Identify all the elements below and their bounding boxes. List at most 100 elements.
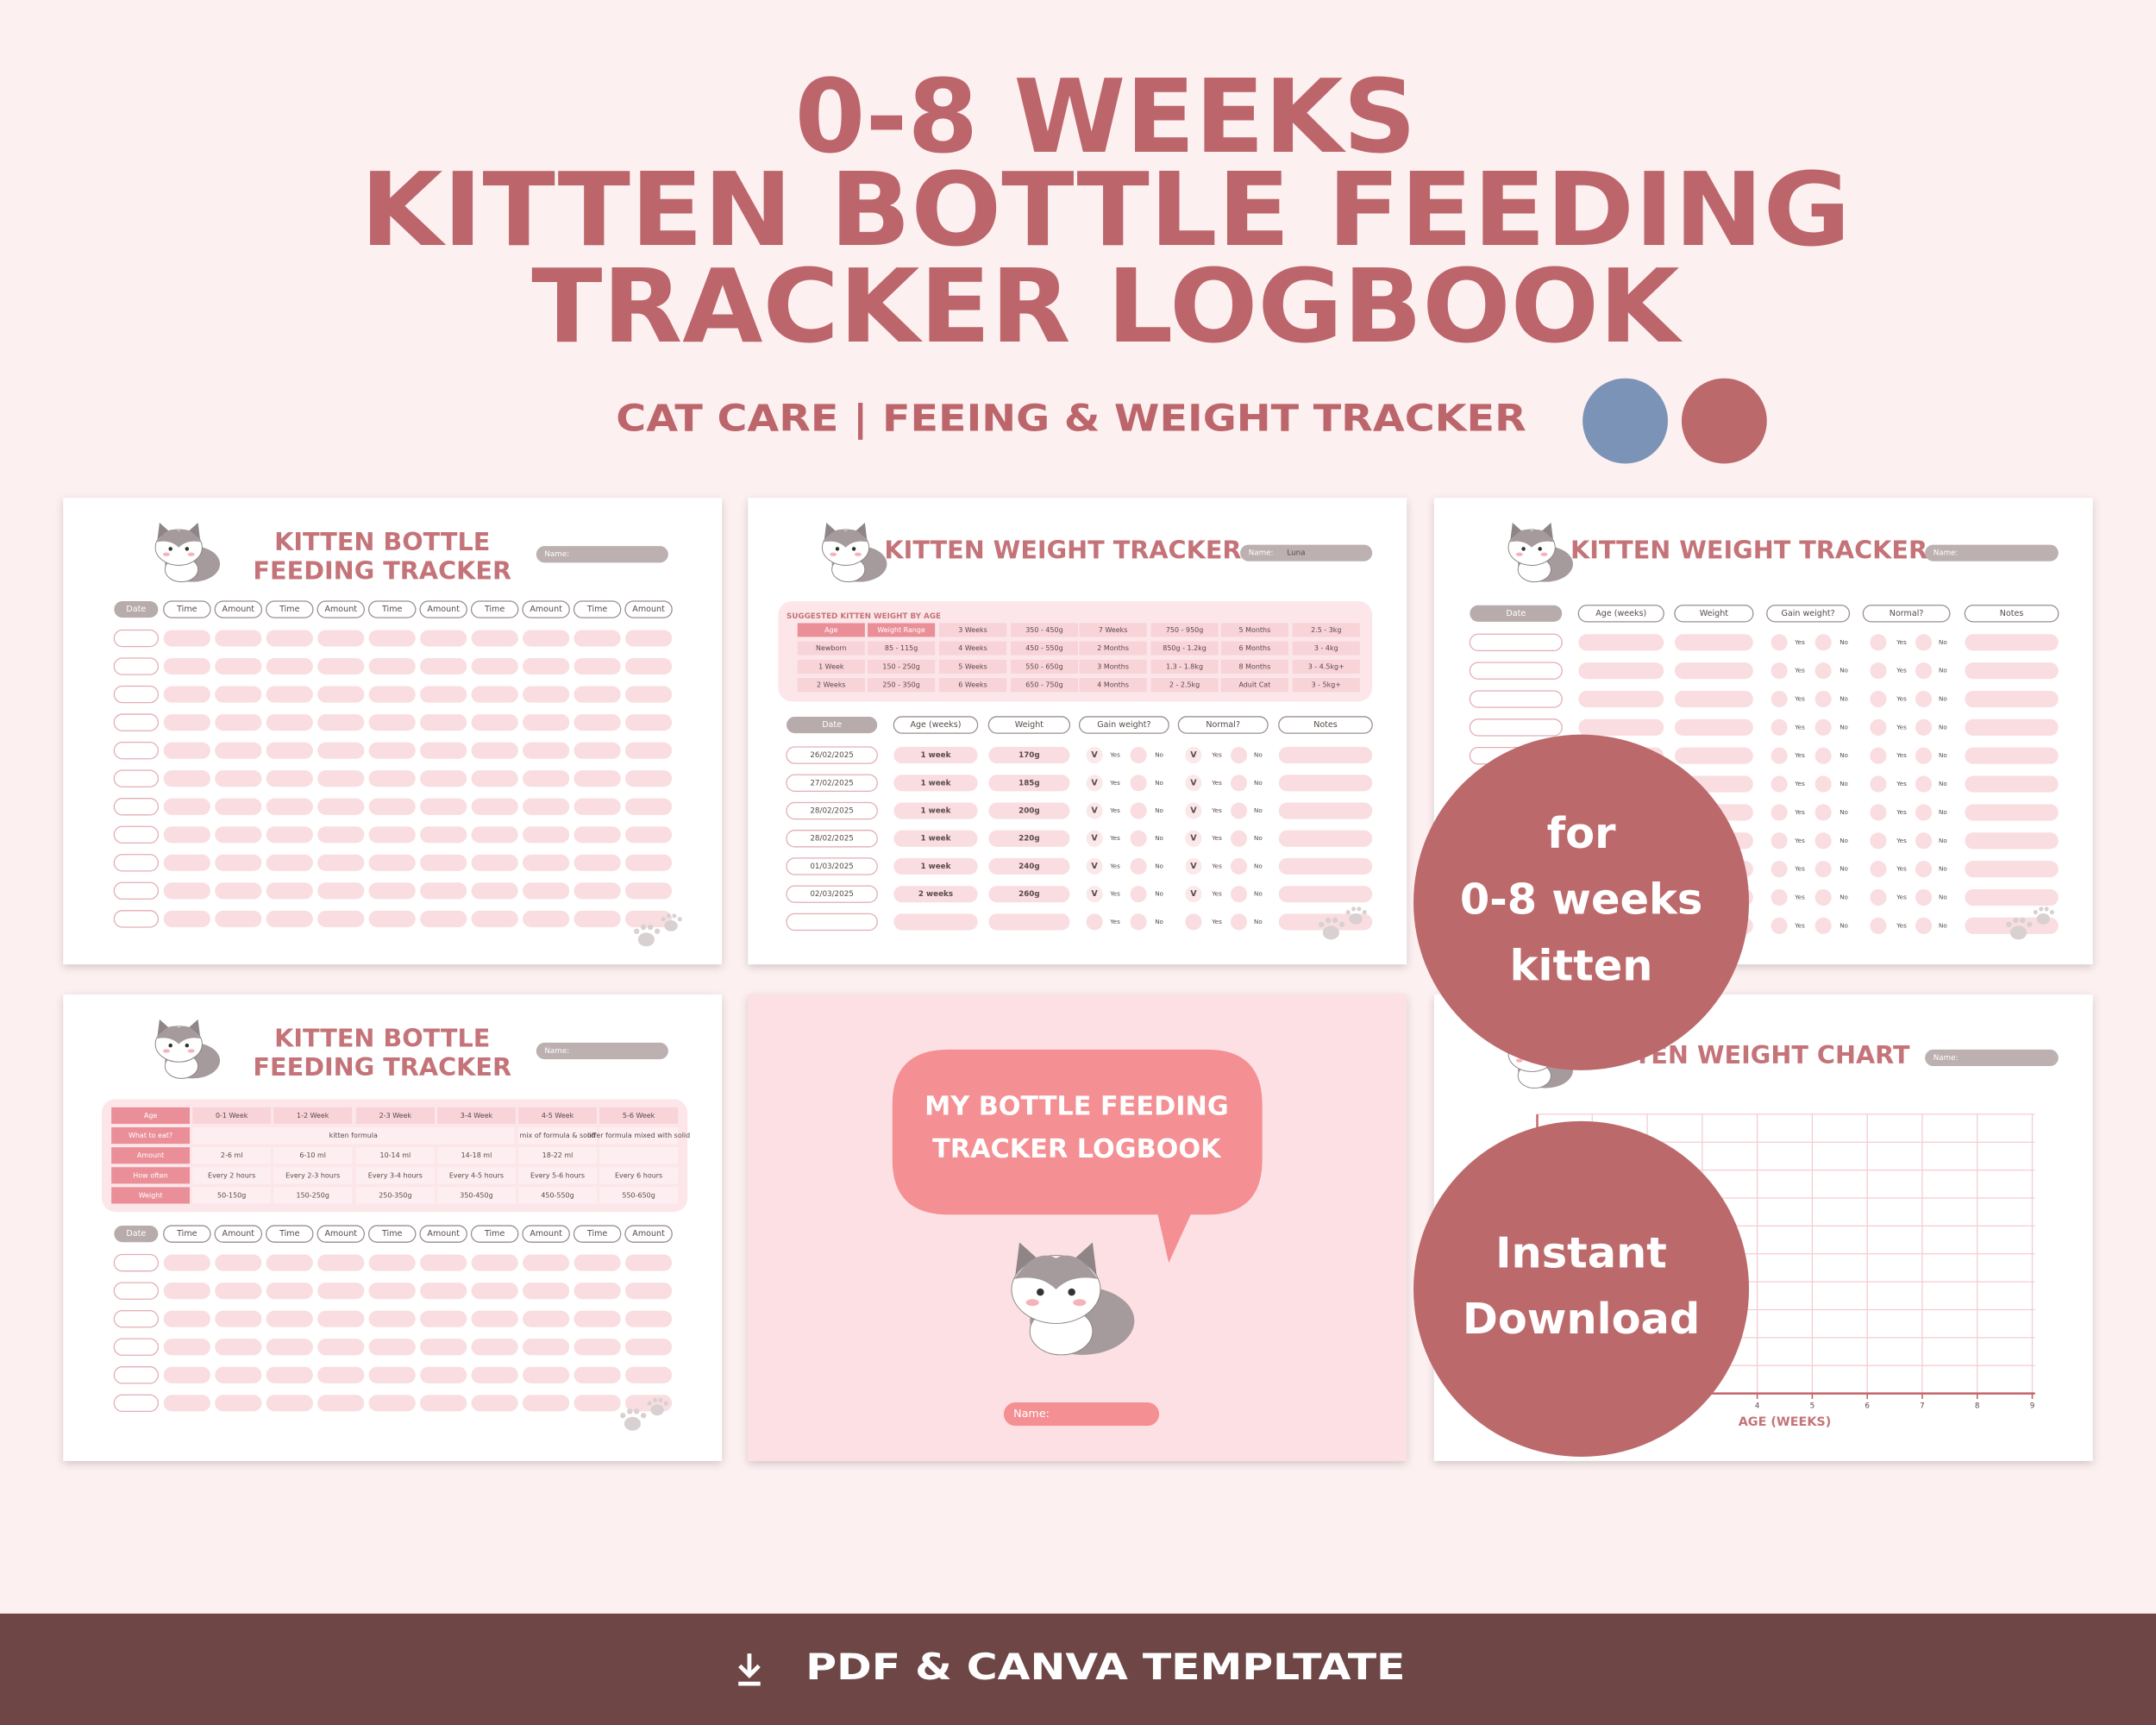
entry-cell bbox=[1578, 634, 1664, 651]
paw-prints bbox=[634, 913, 682, 947]
paw-toe bbox=[2049, 910, 2055, 915]
guide-cell bbox=[437, 1147, 516, 1164]
column-header-pill bbox=[1674, 605, 1754, 623]
entry-cell bbox=[624, 1283, 673, 1300]
column-header-pill bbox=[987, 716, 1071, 734]
reference-cell bbox=[797, 623, 865, 637]
entry-cell bbox=[266, 630, 313, 647]
checkbox bbox=[1771, 888, 1788, 906]
paw-toe bbox=[661, 917, 666, 922]
option-label: No bbox=[1939, 695, 1947, 703]
guide-cell bbox=[273, 1107, 353, 1125]
entry-cell bbox=[368, 1395, 416, 1412]
entry-cell bbox=[266, 1366, 313, 1383]
checkbox bbox=[1185, 830, 1202, 847]
checkbox bbox=[1814, 690, 1832, 708]
column-header-pill bbox=[266, 600, 314, 618]
cat-eye bbox=[168, 1043, 172, 1048]
reference-text: 250 - 350g bbox=[882, 681, 919, 689]
entry-cell bbox=[368, 714, 416, 731]
guide-text: Every 4-5 hours bbox=[449, 1171, 504, 1179]
entry-cell bbox=[471, 882, 518, 900]
check-mark: V bbox=[1091, 750, 1098, 760]
reference-text: 4 Weeks bbox=[958, 644, 987, 652]
entry-cell bbox=[215, 910, 262, 927]
entry-cell bbox=[624, 1254, 673, 1271]
option-label: No bbox=[1155, 862, 1163, 869]
option-label: No bbox=[1155, 918, 1163, 925]
entry-text: 1 week bbox=[920, 862, 950, 871]
date-cell bbox=[786, 774, 878, 793]
paw-toe bbox=[2044, 906, 2049, 912]
column-header: Amount bbox=[427, 605, 460, 614]
checkbox bbox=[1814, 888, 1832, 906]
checkbox bbox=[1185, 857, 1202, 875]
reference-text: 5 Months bbox=[1239, 626, 1271, 634]
paw-toe bbox=[663, 1401, 668, 1406]
option-label: Yes bbox=[1794, 780, 1805, 787]
paw-toe bbox=[672, 913, 677, 919]
date-cell bbox=[113, 1309, 159, 1328]
entry-cell bbox=[523, 742, 570, 759]
name-field bbox=[536, 546, 668, 563]
entry-cell bbox=[471, 770, 518, 787]
badge: Instant Download bbox=[1413, 1120, 1750, 1457]
paw-toe bbox=[640, 924, 647, 931]
entry-cell bbox=[1965, 718, 2059, 736]
entry-cell bbox=[266, 882, 313, 900]
speech-bubble bbox=[892, 1049, 1263, 1264]
option-label: Yes bbox=[1896, 808, 1907, 816]
entry-cell bbox=[266, 1395, 313, 1412]
option-label: Yes bbox=[1896, 751, 1907, 759]
entry-cell bbox=[624, 742, 673, 759]
option-label: Yes bbox=[1109, 806, 1120, 814]
cat-eye bbox=[185, 1043, 190, 1048]
entry-cell bbox=[523, 826, 570, 844]
check-mark: V bbox=[1190, 750, 1197, 760]
paw-toe bbox=[647, 924, 654, 931]
option-label: No bbox=[1939, 723, 1947, 731]
guide-text: Every 3-4 hours bbox=[368, 1171, 423, 1179]
template-page: MY BOTTLE FEEDING TRACKER LOGBOOK Name: bbox=[748, 994, 1407, 1461]
footer-text: PDF & CANVA TEMPLTATE bbox=[805, 1647, 1405, 1688]
guide-text: 10-14 ml bbox=[380, 1151, 411, 1159]
option-label: Yes bbox=[1211, 862, 1222, 869]
option-label: No bbox=[1939, 667, 1947, 674]
x-tick-label: 4 bbox=[1755, 1402, 1760, 1410]
checkbox bbox=[1814, 747, 1832, 764]
entry-cell bbox=[420, 798, 467, 815]
entry-cell bbox=[1965, 634, 2059, 651]
reference-text: 3 - 5kg+ bbox=[1312, 681, 1341, 689]
option-label: No bbox=[1839, 780, 1848, 787]
entry-cell bbox=[163, 770, 210, 787]
reference-cell bbox=[1079, 678, 1147, 693]
reference-text: 850g - 1.2kg bbox=[1163, 644, 1206, 652]
option-label: No bbox=[1839, 865, 1848, 873]
column-header-pill bbox=[317, 600, 365, 618]
entry-cell bbox=[1278, 830, 1373, 847]
guide-text: 450-550g bbox=[541, 1191, 573, 1199]
entry-cell bbox=[573, 854, 621, 871]
entry-cell bbox=[163, 1283, 210, 1300]
option-label: Yes bbox=[1896, 723, 1907, 731]
entry-cell bbox=[266, 686, 313, 703]
cat-eye bbox=[168, 547, 172, 551]
entry-cell bbox=[163, 1395, 210, 1412]
entry-cell bbox=[317, 686, 365, 703]
entry-cell bbox=[1674, 747, 1753, 764]
checkbox bbox=[1230, 886, 1248, 903]
badge-text: 0-8 weeks bbox=[1460, 875, 1702, 925]
entry-cell bbox=[573, 630, 621, 647]
entry-cell bbox=[523, 1395, 570, 1412]
entry-cell bbox=[1278, 886, 1373, 903]
entry-cell bbox=[163, 1254, 210, 1271]
entry-text: 2 weeks bbox=[918, 890, 953, 899]
guide-text: 14-18 ml bbox=[461, 1151, 492, 1159]
cat-blush bbox=[162, 552, 170, 556]
column-header: Time bbox=[176, 605, 197, 614]
paw-toe bbox=[2006, 921, 2012, 927]
column-header: Time bbox=[279, 1229, 299, 1239]
entry-text: 185g bbox=[1018, 779, 1040, 787]
checkbox bbox=[1086, 775, 1103, 792]
